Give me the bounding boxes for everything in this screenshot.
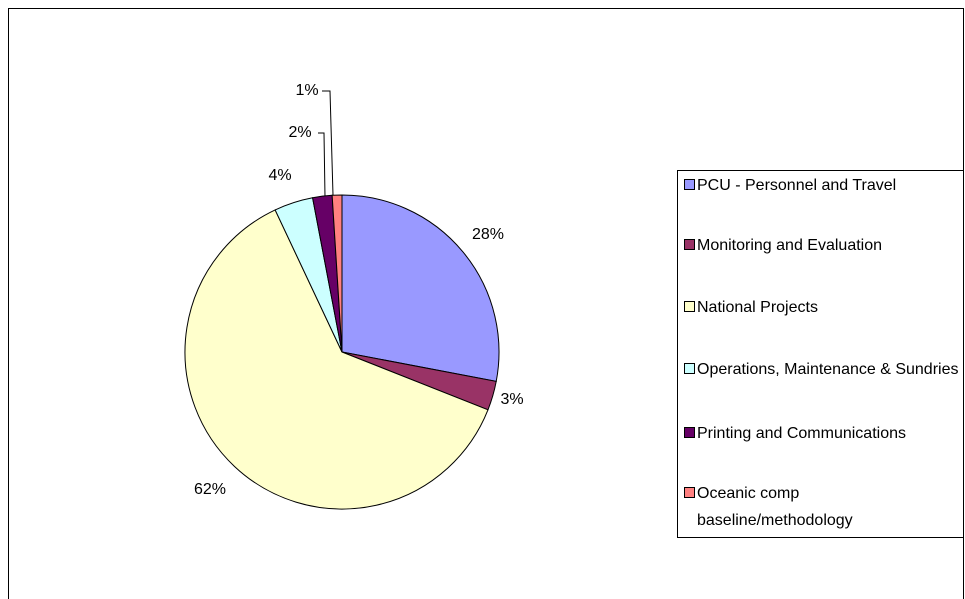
legend-swatch bbox=[684, 179, 695, 190]
data-label: 62% bbox=[194, 481, 226, 498]
legend-item: Monitoring and Evaluation bbox=[697, 236, 883, 254]
legend-label: National Projects bbox=[697, 298, 818, 316]
legend-swatch bbox=[684, 363, 695, 374]
legend-swatch bbox=[684, 427, 695, 438]
pie-slice bbox=[184, 209, 489, 510]
pie-slice bbox=[331, 194, 343, 353]
legend-swatch bbox=[684, 239, 695, 250]
legend-label: Operations, Maintenance & Sundries bbox=[697, 360, 959, 378]
data-label: 3% bbox=[500, 391, 523, 408]
legend-swatch bbox=[684, 301, 695, 312]
pie-slice bbox=[341, 194, 500, 383]
leader-line bbox=[322, 90, 334, 196]
legend-swatch bbox=[684, 487, 695, 498]
legend-item: Printing and Communications bbox=[697, 424, 906, 442]
legend-item: PCU - Personnel and Travel bbox=[697, 176, 897, 194]
leader-line bbox=[318, 132, 326, 198]
data-label: 2% bbox=[288, 124, 311, 141]
legend-item: Oceanic comp baseline/methodology bbox=[697, 484, 853, 529]
legend-label: PCU - Personnel and Travel bbox=[697, 176, 897, 194]
data-label: 28% bbox=[472, 226, 504, 243]
legend-item: National Projects bbox=[697, 298, 818, 316]
legend-label: Oceanic comp baseline/methodology bbox=[697, 484, 853, 529]
data-label: 4% bbox=[268, 167, 291, 184]
legend-label: Monitoring and Evaluation bbox=[697, 236, 883, 254]
legend-box bbox=[677, 170, 964, 538]
legend-item: Operations, Maintenance & Sundries bbox=[697, 360, 959, 378]
legend-label: Printing and Communications bbox=[697, 424, 906, 442]
data-label: 1% bbox=[295, 82, 318, 99]
